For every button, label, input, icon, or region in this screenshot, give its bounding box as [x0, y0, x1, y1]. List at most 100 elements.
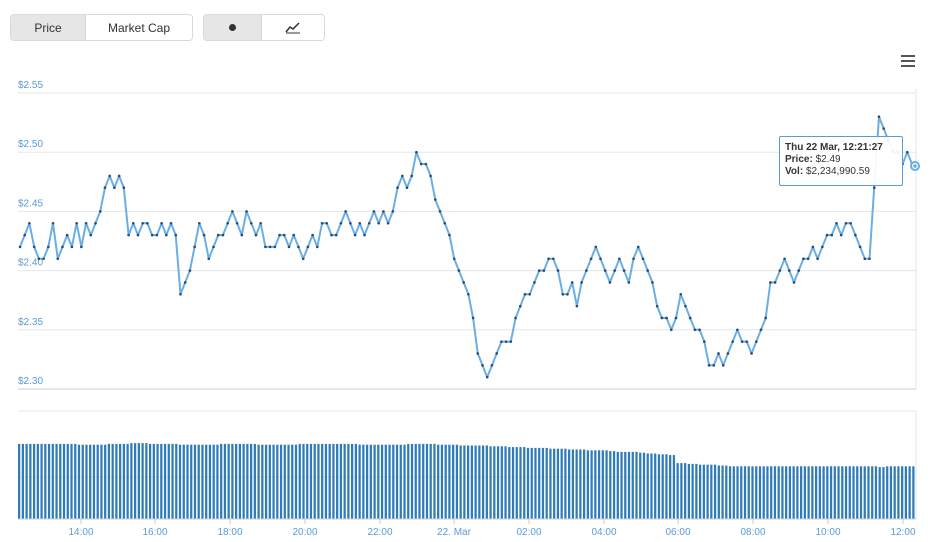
volume-bar — [365, 444, 369, 519]
volume-bar — [897, 466, 900, 519]
market-cap-button[interactable]: Market Cap — [86, 15, 192, 40]
dot-icon — [229, 24, 236, 31]
volume-bar — [893, 466, 896, 519]
price-point — [481, 364, 484, 367]
price-point — [566, 292, 569, 296]
price-point — [28, 221, 31, 225]
volume-bar — [137, 443, 140, 519]
volume-bar — [89, 444, 92, 519]
volume-bar — [470, 445, 473, 519]
price-point — [448, 233, 451, 237]
price-point — [249, 221, 253, 225]
volume-bar — [650, 453, 653, 519]
price-markers — [18, 115, 920, 379]
volume-bar — [575, 449, 578, 519]
volume-bar — [272, 444, 275, 519]
price-point — [80, 245, 83, 249]
price-point — [282, 233, 286, 237]
y-tick-label: $2.30 — [18, 376, 43, 387]
dot-style-button[interactable] — [204, 15, 262, 40]
volume-bar — [332, 443, 335, 519]
volume-bar — [646, 453, 649, 519]
price-point — [226, 221, 229, 225]
volume-bar — [788, 466, 792, 519]
price-point — [84, 221, 88, 225]
tooltip-date: Thu 22 Mar, 12:21:27 — [785, 142, 883, 153]
price-point — [306, 245, 310, 249]
volume-bar — [504, 446, 507, 519]
volume-bar — [553, 448, 556, 519]
price-point — [533, 281, 536, 284]
x-tick-label: 12:00 — [890, 527, 915, 538]
volume-bar — [231, 443, 234, 519]
volume-bar — [519, 447, 522, 519]
volume-bar — [672, 455, 676, 519]
price-point — [443, 221, 447, 225]
hover-point-center — [913, 164, 917, 168]
price-point — [400, 174, 404, 178]
volume-bar — [167, 443, 170, 519]
volume-bar — [178, 444, 182, 519]
x-tick-label: 08:00 — [740, 527, 765, 538]
price-point — [316, 245, 319, 249]
price-point — [490, 364, 494, 367]
volume-bar — [152, 443, 155, 519]
volume-bar — [399, 444, 402, 519]
volume-bar — [586, 450, 589, 519]
volume-bar — [160, 443, 163, 519]
price-point — [740, 340, 744, 343]
price-point — [816, 257, 819, 261]
volume-bar — [627, 451, 631, 519]
price-point — [462, 281, 465, 284]
chart-style-toggle-group — [203, 14, 325, 41]
hamburger-menu-icon[interactable] — [901, 55, 915, 67]
volume-bar — [358, 444, 361, 519]
volume-bar — [220, 443, 223, 519]
price-point — [424, 162, 428, 166]
price-point — [684, 304, 687, 308]
volume-bar — [571, 449, 575, 519]
volume-bar — [474, 445, 477, 519]
volume-bar — [148, 443, 152, 519]
volume-bar — [246, 443, 249, 519]
price-point — [245, 210, 248, 213]
price-point — [37, 257, 41, 261]
volume-bar — [605, 450, 608, 519]
volume-bar — [556, 448, 560, 519]
volume-bar — [710, 464, 713, 519]
volume-bar — [321, 443, 324, 519]
price-point — [23, 233, 27, 237]
price-point — [471, 316, 475, 320]
volume-bar — [463, 445, 466, 519]
volume-bar — [227, 443, 230, 519]
price-point — [552, 257, 555, 261]
volume-bar — [695, 463, 698, 519]
volume-bar — [156, 443, 159, 519]
price-point — [585, 269, 588, 272]
volume-bar — [800, 466, 803, 519]
price-point — [221, 233, 225, 237]
volume-bar — [597, 450, 601, 519]
volume-bar — [85, 444, 88, 519]
volume-bar — [440, 444, 444, 519]
price-point — [693, 328, 697, 332]
price-button[interactable]: Price — [11, 15, 86, 40]
volume-bar — [455, 444, 459, 519]
volume-bar — [833, 466, 836, 519]
volume-bar — [620, 451, 623, 519]
line-style-button[interactable] — [262, 15, 324, 40]
volume-bar — [687, 463, 691, 519]
volume-bar — [844, 466, 848, 519]
volume-bar — [351, 443, 354, 519]
volume-bar — [545, 447, 548, 519]
price-point — [259, 221, 262, 225]
volume-bar — [425, 443, 429, 519]
volume-bar — [29, 443, 32, 519]
volume-bar — [702, 464, 705, 519]
price-point — [268, 245, 272, 249]
price-point — [500, 340, 503, 343]
volume-bar — [609, 451, 612, 519]
price-point — [212, 245, 215, 249]
volume-bar — [871, 466, 874, 519]
volume-bar — [369, 444, 372, 519]
